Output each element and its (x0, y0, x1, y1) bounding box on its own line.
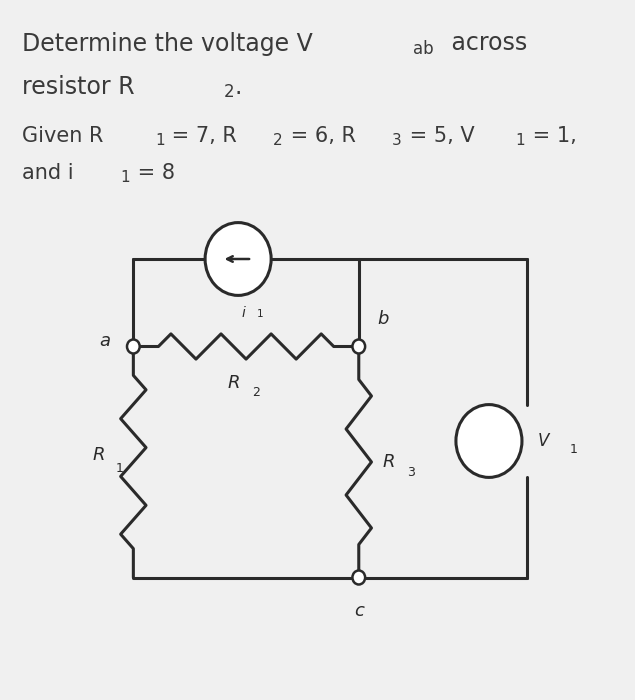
Text: 2: 2 (224, 83, 234, 102)
Text: c: c (354, 602, 364, 620)
Circle shape (456, 405, 522, 477)
Text: Determine the voltage V: Determine the voltage V (22, 32, 313, 55)
Text: 1: 1 (116, 463, 123, 475)
Text: R: R (227, 374, 239, 392)
Text: 1: 1 (516, 133, 525, 148)
Text: = 1,: = 1, (526, 126, 577, 146)
Text: −: − (481, 446, 497, 464)
Text: = 7, R: = 7, R (165, 126, 237, 146)
Circle shape (352, 570, 365, 584)
Text: i: i (241, 306, 245, 320)
Text: 2: 2 (252, 386, 260, 398)
Circle shape (127, 340, 140, 354)
Text: 2: 2 (273, 133, 283, 148)
Text: and i: and i (22, 163, 74, 183)
Text: +: + (483, 420, 495, 435)
Circle shape (205, 223, 271, 295)
Text: across: across (444, 32, 528, 55)
Text: = 5, V: = 5, V (403, 126, 475, 146)
Text: V: V (538, 432, 549, 450)
Text: 3: 3 (392, 133, 401, 148)
Text: = 6, R: = 6, R (284, 126, 356, 146)
Text: .: . (234, 75, 242, 99)
Text: 1: 1 (156, 133, 165, 148)
Text: ab: ab (413, 40, 433, 58)
Circle shape (352, 340, 365, 354)
Text: R: R (383, 453, 396, 471)
Text: resistor R: resistor R (22, 75, 135, 99)
Text: = 8: = 8 (131, 163, 175, 183)
Text: a: a (99, 332, 110, 350)
Text: 1: 1 (570, 443, 577, 456)
Text: 1: 1 (121, 170, 130, 185)
Text: 3: 3 (408, 466, 415, 479)
Text: 1: 1 (257, 309, 264, 318)
Text: b: b (377, 309, 389, 328)
Text: R: R (92, 446, 105, 464)
Text: Given R: Given R (22, 126, 104, 146)
